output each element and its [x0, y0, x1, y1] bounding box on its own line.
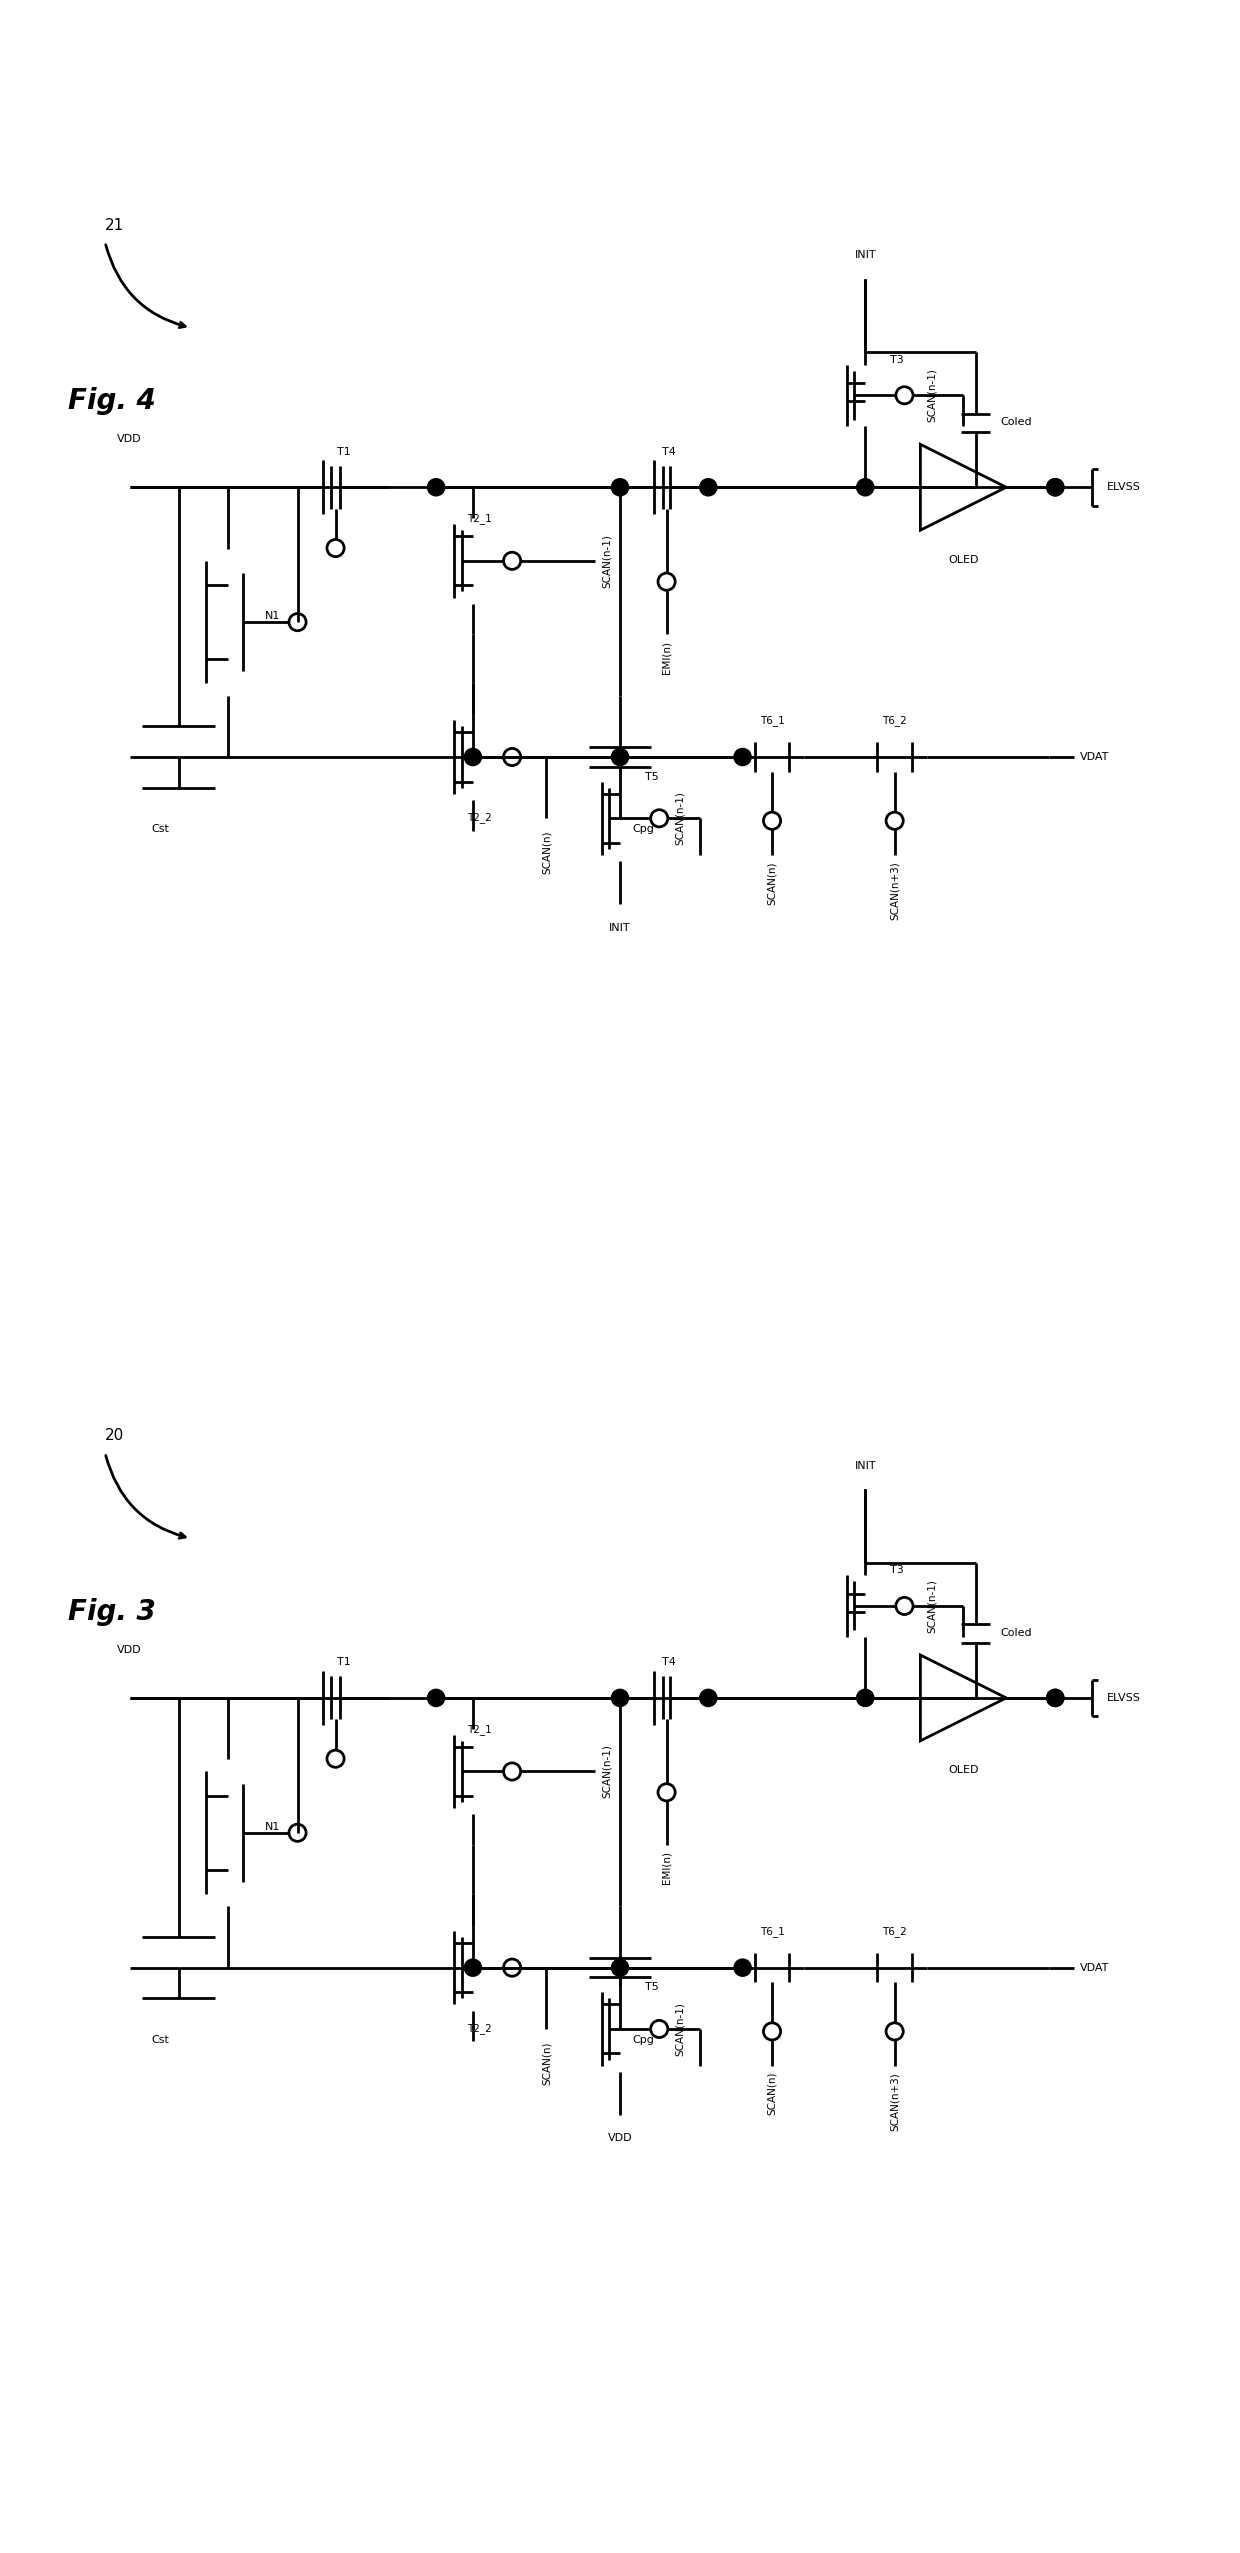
Text: Cpg: Cpg: [632, 2035, 655, 2045]
Text: SCAN(n-1): SCAN(n-1): [675, 2002, 686, 2055]
Text: T6_1: T6_1: [760, 715, 785, 728]
Text: VDAT: VDAT: [1080, 753, 1109, 761]
Circle shape: [1047, 477, 1064, 495]
Text: VDD: VDD: [608, 2134, 632, 2142]
Circle shape: [1047, 1690, 1064, 1705]
Text: Cst: Cst: [151, 825, 169, 835]
Text: T3: T3: [890, 1565, 904, 1575]
Text: SCAN(n-1): SCAN(n-1): [601, 1744, 611, 1797]
Circle shape: [1047, 1690, 1064, 1705]
Text: SCAN(n-1): SCAN(n-1): [926, 1578, 936, 1634]
Text: SCAN(n): SCAN(n): [542, 830, 552, 873]
Text: T2_2: T2_2: [466, 2022, 491, 2035]
Circle shape: [611, 748, 629, 766]
Circle shape: [611, 477, 629, 495]
Text: SCAN(n): SCAN(n): [768, 2073, 777, 2116]
Circle shape: [611, 1690, 629, 1705]
Text: OLED: OLED: [949, 1764, 978, 1774]
Text: EMI(n): EMI(n): [662, 1851, 672, 1884]
Text: T4: T4: [662, 1657, 676, 1667]
Circle shape: [611, 1958, 629, 1976]
Text: SCAN(n): SCAN(n): [542, 2042, 552, 2086]
Text: INIT: INIT: [854, 1460, 875, 1471]
Text: INIT: INIT: [854, 250, 875, 260]
Circle shape: [857, 1690, 874, 1705]
Text: T4: T4: [662, 447, 676, 457]
Circle shape: [1047, 477, 1064, 495]
Text: INIT: INIT: [609, 922, 631, 932]
Circle shape: [428, 477, 445, 495]
Circle shape: [464, 1958, 481, 1976]
Text: SCAN(n+3): SCAN(n+3): [889, 2073, 900, 2132]
Text: T2_2: T2_2: [466, 812, 491, 822]
Text: EMI(n): EMI(n): [662, 641, 672, 674]
Text: 20: 20: [105, 1427, 124, 1442]
Text: T6_1: T6_1: [760, 1925, 785, 1938]
Text: T2_1: T2_1: [466, 513, 491, 523]
Text: 21: 21: [105, 217, 124, 232]
Text: SCAN(n): SCAN(n): [768, 860, 777, 904]
Text: T1: T1: [337, 1657, 351, 1667]
Circle shape: [734, 748, 751, 766]
Text: T6_2: T6_2: [883, 715, 906, 728]
Text: VDD: VDD: [118, 434, 141, 444]
Circle shape: [464, 748, 481, 766]
Circle shape: [428, 1690, 445, 1705]
Text: SCAN(n+3): SCAN(n+3): [889, 860, 900, 919]
Text: N1: N1: [264, 1823, 280, 1831]
Text: Coled: Coled: [1001, 416, 1032, 426]
Text: T6_2: T6_2: [883, 1925, 906, 1938]
Text: ELVSS: ELVSS: [1107, 483, 1141, 493]
Text: T3: T3: [890, 355, 904, 365]
Circle shape: [699, 477, 717, 495]
Text: T5: T5: [645, 1981, 658, 1991]
Text: Coled: Coled: [1001, 1629, 1032, 1639]
Text: OLED: OLED: [949, 554, 978, 564]
Text: Cpg: Cpg: [632, 825, 655, 835]
Text: N1: N1: [264, 610, 280, 620]
Text: VDD: VDD: [118, 1644, 141, 1654]
Text: T2_1: T2_1: [466, 1723, 491, 1733]
Text: T1: T1: [337, 447, 351, 457]
Text: SCAN(n-1): SCAN(n-1): [675, 791, 686, 845]
Text: ELVSS: ELVSS: [1107, 1693, 1141, 1703]
Text: Fig. 3: Fig. 3: [68, 1598, 156, 1626]
Circle shape: [734, 1958, 751, 1976]
Circle shape: [857, 477, 874, 495]
Text: T5: T5: [645, 771, 658, 781]
Text: Cst: Cst: [151, 2035, 169, 2045]
Circle shape: [699, 1690, 717, 1705]
Text: SCAN(n-1): SCAN(n-1): [926, 368, 936, 421]
Text: VDAT: VDAT: [1080, 1963, 1109, 1973]
Text: SCAN(n-1): SCAN(n-1): [601, 534, 611, 587]
Text: Fig. 4: Fig. 4: [68, 388, 156, 416]
